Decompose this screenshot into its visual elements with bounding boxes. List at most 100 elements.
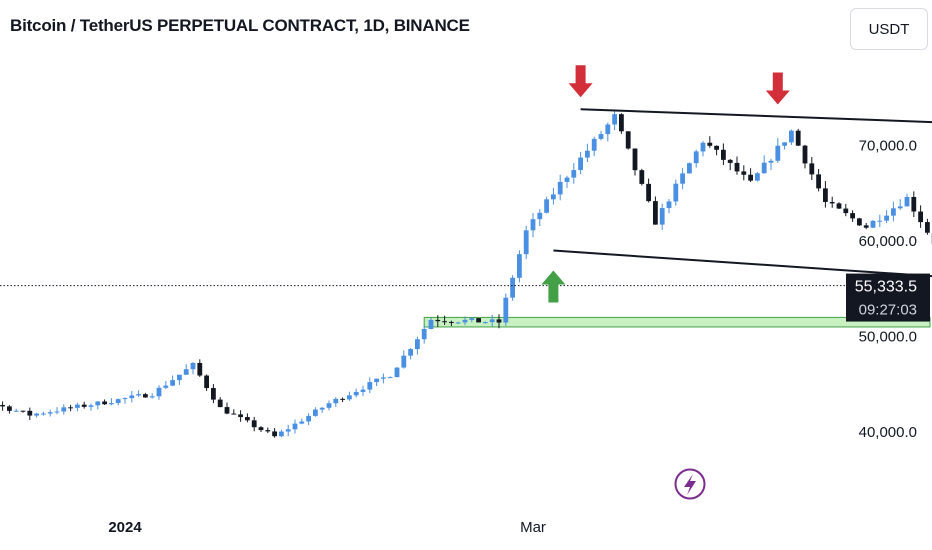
candle-body [7, 406, 12, 411]
candle-body [585, 150, 590, 158]
candle-body [381, 377, 386, 379]
candle-body [347, 395, 352, 400]
candle-body [877, 220, 883, 222]
candle-body [34, 413, 39, 416]
currency-button[interactable]: USDT [850, 8, 928, 50]
candle-body [13, 410, 19, 412]
candle-body [823, 188, 828, 202]
candle-body [258, 427, 264, 431]
support-arrow-up-icon [541, 270, 566, 303]
candle-body [768, 160, 774, 163]
candle-body [190, 362, 196, 370]
channel-lower-line [553, 249, 932, 278]
candle-body [537, 212, 543, 220]
support-zone [423, 316, 931, 328]
candle-body [544, 199, 549, 213]
candle-body [204, 375, 209, 389]
current-price-label: 55,333.5 [855, 279, 917, 296]
candle-body [612, 114, 617, 125]
candle-body [401, 355, 407, 368]
candle-body [897, 206, 903, 209]
candle-body [904, 196, 910, 207]
candle-body [714, 145, 719, 150]
candle-body [462, 319, 468, 323]
candle-body [102, 401, 107, 405]
candle-body [299, 421, 305, 424]
candle-body [367, 382, 373, 390]
candle-body [734, 162, 740, 172]
candle-body [829, 201, 835, 204]
candle-body [245, 417, 250, 421]
candle-body [802, 145, 808, 164]
candle-body [197, 362, 203, 376]
candle-body [306, 415, 311, 422]
candle-body [211, 388, 216, 400]
candle-body [68, 407, 73, 409]
y-axis-tick-label: 60,000.0 [859, 233, 917, 250]
candle-body [653, 201, 658, 225]
candle-body [319, 407, 325, 410]
candle-body [843, 208, 849, 214]
candle-body [41, 413, 46, 415]
candle-body [605, 124, 611, 135]
candle-body [115, 399, 121, 404]
candle-body [755, 173, 760, 181]
candle-body [224, 407, 230, 414]
candle-body [238, 414, 243, 418]
candle-body [353, 391, 359, 396]
candle-body [863, 225, 869, 228]
candle-body [88, 405, 94, 407]
candle-body [129, 395, 135, 399]
candle-body [673, 183, 679, 202]
candle-body [251, 420, 257, 428]
candle-body [394, 367, 400, 378]
candle-body [700, 142, 706, 152]
candle-body [149, 396, 155, 398]
candle-body [183, 369, 189, 375]
candle-body [530, 219, 536, 231]
resistance-arrow-down-icon [765, 72, 790, 105]
x-axis-tick-label: Mar [520, 519, 546, 536]
candle-body [666, 201, 672, 209]
candle-body [95, 401, 101, 406]
candle-body [47, 412, 53, 414]
logo-ring [674, 468, 706, 500]
candle-body [27, 410, 33, 416]
candle-body [816, 174, 821, 189]
candle-body [925, 222, 930, 233]
candle-body [340, 398, 345, 400]
candle-body [156, 387, 162, 397]
candle-body [61, 407, 67, 412]
logo-bolt [684, 474, 696, 495]
chart-title: Bitcoin / TetherUS PERPETUAL CONTRACT, 1… [10, 16, 470, 35]
candle-body [870, 220, 876, 228]
candle-body [313, 409, 318, 416]
candle-body [619, 114, 624, 132]
y-axis-tick-label: 70,000.0 [859, 138, 917, 155]
candle-body [469, 318, 475, 320]
candle-body [707, 142, 713, 146]
candle-body [687, 163, 692, 174]
bar-countdown-label: 09:27:03 [859, 302, 917, 319]
candle-body [374, 378, 379, 383]
candle-body [857, 218, 862, 226]
candle-body [789, 130, 794, 143]
candle-body [517, 254, 522, 278]
candle-body [442, 321, 447, 323]
candle-body [177, 374, 182, 381]
candle-body [659, 208, 665, 225]
y-axis-tick-label: 40,000.0 [859, 424, 917, 441]
y-axis-tick-label: 50,000.0 [859, 329, 917, 346]
candle-body [143, 394, 148, 398]
candle-body [693, 151, 699, 164]
candle-body [918, 211, 923, 223]
candle-body [911, 196, 917, 212]
candle-body [625, 131, 631, 149]
candle-body [809, 163, 815, 175]
candle-body [782, 142, 787, 146]
candle-body [415, 339, 420, 350]
candle-body [496, 319, 502, 323]
candle-body [523, 230, 529, 255]
candle-body [503, 297, 509, 323]
